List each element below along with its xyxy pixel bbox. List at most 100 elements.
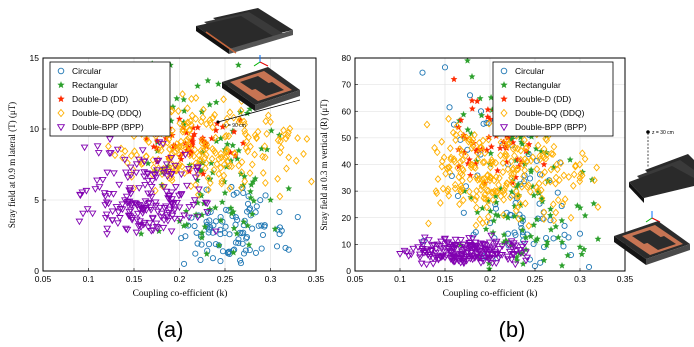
data-point xyxy=(521,136,528,145)
data-point xyxy=(444,185,452,194)
legend-label: Double-D (DD) xyxy=(72,94,128,104)
inset-b-illustration: z = 30 cm xyxy=(614,130,694,265)
data-point xyxy=(170,215,179,223)
data-point xyxy=(160,217,168,224)
data-point xyxy=(285,184,293,192)
data-point xyxy=(222,206,230,213)
x-tick-label: 0.1 xyxy=(394,274,406,284)
data-point xyxy=(223,145,231,154)
data-point xyxy=(432,187,440,196)
data-point xyxy=(434,255,443,263)
data-point xyxy=(308,177,315,186)
data-point xyxy=(146,204,155,212)
data-point xyxy=(220,160,228,169)
data-point xyxy=(128,200,137,207)
data-point xyxy=(201,223,209,230)
data-point xyxy=(239,240,246,247)
inset-b-pointer-dot xyxy=(646,130,650,134)
data-point xyxy=(594,203,602,212)
data-point xyxy=(245,133,252,142)
inset-b-axes xyxy=(645,211,661,223)
legend-b: Circular Rectangular Double-D (DD) Double-D… xyxy=(492,61,614,137)
x-axis-label-b: Coupling co-efficient (k) xyxy=(443,288,538,299)
data-point xyxy=(520,179,528,188)
legend-entry: Double-D (DD) xyxy=(57,94,128,104)
data-point xyxy=(211,110,219,119)
data-point xyxy=(144,177,153,185)
data-point xyxy=(262,178,269,187)
data-point xyxy=(108,217,117,224)
data-point xyxy=(220,95,227,104)
x-ticks-a: 0.05 0.1 0.15 0.2 0.25 0.3 0.35 xyxy=(35,268,325,284)
data-point xyxy=(166,145,173,154)
data-point xyxy=(123,174,132,182)
data-point xyxy=(547,225,555,233)
data-point xyxy=(470,231,477,238)
x-tick-label: 0.35 xyxy=(617,274,634,284)
data-point xyxy=(569,181,577,190)
data-point xyxy=(215,170,223,178)
data-point xyxy=(533,157,540,164)
data-point xyxy=(492,205,499,212)
data-point xyxy=(128,217,137,224)
data-point xyxy=(204,174,212,183)
data-point xyxy=(173,140,181,148)
data-point xyxy=(518,226,526,234)
data-point xyxy=(237,106,245,115)
data-point xyxy=(147,184,156,191)
data-point xyxy=(259,152,266,161)
data-point xyxy=(483,186,491,194)
data-point xyxy=(457,187,465,196)
data-point xyxy=(489,228,497,236)
data-point xyxy=(175,204,184,212)
data-point xyxy=(450,121,458,128)
data-point xyxy=(537,147,545,155)
data-point xyxy=(526,175,534,182)
data-point xyxy=(540,145,548,154)
data-point xyxy=(492,173,500,181)
data-point xyxy=(237,260,244,267)
data-point xyxy=(464,58,471,64)
data-point xyxy=(552,222,560,230)
legend-label: Rectangular xyxy=(515,80,561,90)
data-point xyxy=(120,197,129,205)
data-point xyxy=(459,241,468,249)
data-point xyxy=(94,150,103,157)
data-point xyxy=(470,245,479,253)
data-point xyxy=(465,235,473,242)
data-point xyxy=(153,157,161,165)
data-point xyxy=(466,241,475,249)
data-point xyxy=(451,180,459,189)
data-point xyxy=(213,119,221,127)
data-point xyxy=(274,136,282,145)
data-point xyxy=(210,165,218,174)
data-point xyxy=(245,241,253,248)
data-point xyxy=(517,138,525,145)
data-point xyxy=(215,241,223,249)
data-point xyxy=(103,225,112,233)
data-point xyxy=(496,144,504,152)
data-point xyxy=(515,214,523,223)
data-point xyxy=(444,187,451,196)
data-point xyxy=(489,188,497,197)
data-point xyxy=(110,170,118,178)
data-point xyxy=(171,162,180,170)
x-tick-label: 0.25 xyxy=(217,274,234,284)
data-point xyxy=(263,129,271,138)
data-point xyxy=(499,168,507,177)
legend-box-a xyxy=(49,61,171,137)
data-point xyxy=(520,172,527,181)
data-point xyxy=(212,133,219,142)
data-point xyxy=(527,232,535,240)
data-point xyxy=(153,167,161,175)
data-point xyxy=(276,192,284,201)
data-point xyxy=(222,223,229,230)
data-point xyxy=(590,199,598,207)
data-point xyxy=(190,197,199,204)
data-point xyxy=(255,222,262,229)
data-point xyxy=(507,256,516,264)
data-point xyxy=(482,194,489,203)
inset-a-illustration: x = 90 cm xyxy=(196,8,301,129)
data-point xyxy=(158,170,166,179)
data-point xyxy=(120,156,129,164)
